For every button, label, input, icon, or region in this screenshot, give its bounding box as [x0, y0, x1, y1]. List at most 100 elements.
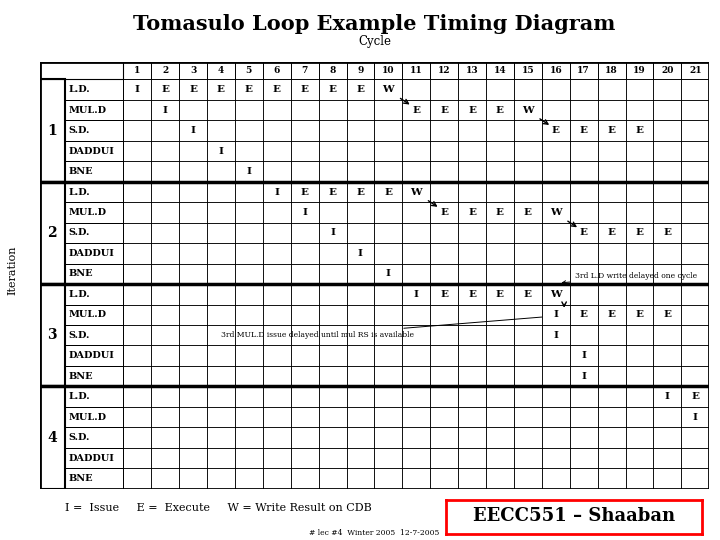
- Bar: [151, 62, 179, 79]
- Bar: [374, 62, 402, 79]
- Bar: [151, 161, 179, 182]
- Bar: [402, 202, 431, 222]
- Text: MUL.D: MUL.D: [68, 106, 106, 114]
- Bar: [123, 182, 151, 202]
- Bar: [598, 264, 626, 284]
- Bar: [291, 346, 318, 366]
- Bar: [541, 448, 570, 468]
- Bar: [346, 243, 374, 264]
- Bar: [514, 182, 541, 202]
- Bar: [179, 264, 207, 284]
- Bar: [402, 284, 431, 305]
- Text: 21: 21: [689, 66, 701, 75]
- Text: S.D.: S.D.: [68, 126, 89, 135]
- Bar: [570, 305, 598, 325]
- Bar: [626, 202, 654, 222]
- Bar: [291, 387, 318, 407]
- Bar: [235, 407, 263, 427]
- Bar: [654, 182, 681, 202]
- Bar: [514, 100, 541, 120]
- Bar: [486, 468, 514, 489]
- Bar: [207, 120, 235, 141]
- Bar: [263, 79, 291, 100]
- Bar: [123, 222, 151, 243]
- Bar: [40, 62, 123, 79]
- Bar: [681, 222, 709, 243]
- Bar: [570, 202, 598, 222]
- Bar: [65, 161, 123, 182]
- Bar: [541, 141, 570, 161]
- Text: 5: 5: [246, 66, 252, 75]
- Text: I: I: [553, 310, 558, 319]
- Bar: [514, 427, 541, 448]
- Text: E: E: [496, 208, 504, 217]
- Bar: [346, 407, 374, 427]
- Bar: [179, 468, 207, 489]
- Bar: [514, 243, 541, 264]
- Bar: [541, 182, 570, 202]
- Text: E: E: [301, 85, 309, 94]
- Text: 1: 1: [134, 66, 140, 75]
- Text: BNE: BNE: [68, 269, 93, 278]
- Bar: [207, 222, 235, 243]
- Bar: [598, 468, 626, 489]
- Bar: [626, 79, 654, 100]
- Bar: [598, 407, 626, 427]
- Bar: [346, 79, 374, 100]
- Bar: [179, 182, 207, 202]
- Bar: [346, 366, 374, 387]
- Bar: [598, 305, 626, 325]
- Bar: [65, 141, 123, 161]
- Text: E: E: [580, 310, 588, 319]
- Bar: [654, 161, 681, 182]
- Bar: [319, 182, 346, 202]
- Text: I: I: [358, 249, 363, 258]
- Text: I: I: [414, 290, 419, 299]
- Text: 19: 19: [633, 66, 646, 75]
- Text: E: E: [356, 187, 364, 197]
- Text: I: I: [163, 106, 168, 114]
- Bar: [431, 120, 458, 141]
- Bar: [65, 264, 123, 284]
- Bar: [681, 305, 709, 325]
- Bar: [514, 79, 541, 100]
- Text: 17: 17: [577, 66, 590, 75]
- Text: 3: 3: [48, 328, 57, 342]
- Text: S.D.: S.D.: [68, 228, 89, 238]
- Bar: [346, 468, 374, 489]
- Bar: [319, 202, 346, 222]
- Text: 9: 9: [357, 66, 364, 75]
- Text: E: E: [691, 392, 699, 401]
- Bar: [626, 120, 654, 141]
- Bar: [626, 468, 654, 489]
- Bar: [374, 79, 402, 100]
- Bar: [486, 387, 514, 407]
- Bar: [40, 284, 65, 387]
- Bar: [654, 202, 681, 222]
- Bar: [123, 427, 151, 448]
- Bar: [291, 448, 318, 468]
- Bar: [626, 448, 654, 468]
- Text: L.D.: L.D.: [68, 290, 90, 299]
- Bar: [654, 100, 681, 120]
- Text: E: E: [273, 85, 281, 94]
- Bar: [151, 366, 179, 387]
- Bar: [514, 407, 541, 427]
- Bar: [374, 325, 402, 346]
- Bar: [319, 366, 346, 387]
- Bar: [263, 182, 291, 202]
- Bar: [626, 427, 654, 448]
- Bar: [374, 222, 402, 243]
- Bar: [654, 264, 681, 284]
- Bar: [431, 387, 458, 407]
- Bar: [179, 62, 207, 79]
- Bar: [123, 407, 151, 427]
- Bar: [541, 305, 570, 325]
- Bar: [123, 305, 151, 325]
- Bar: [654, 387, 681, 407]
- Bar: [65, 284, 123, 305]
- Bar: [681, 62, 709, 79]
- Bar: [681, 79, 709, 100]
- Bar: [541, 222, 570, 243]
- Bar: [402, 222, 431, 243]
